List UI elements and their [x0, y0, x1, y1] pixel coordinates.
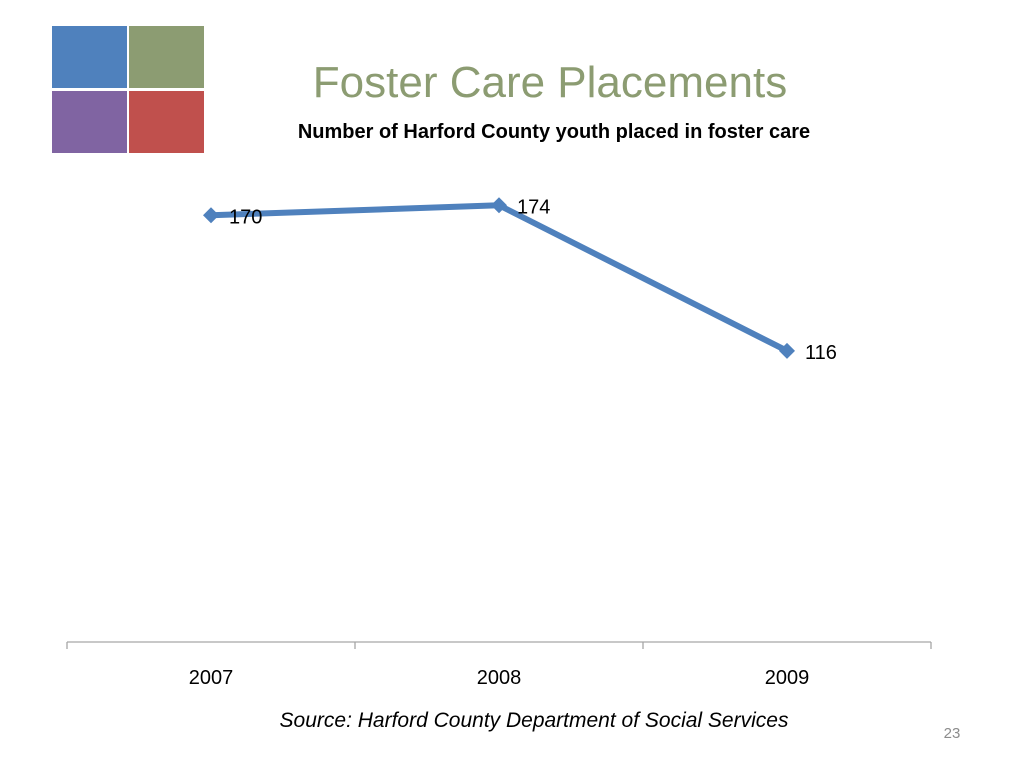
data-label-layer: 170 174 116 [229, 196, 837, 364]
data-label: 174 [517, 196, 550, 218]
logo-tile-green [129, 26, 204, 88]
series-line-layer [208, 202, 790, 354]
data-label: 170 [229, 206, 262, 228]
x-tick-label: 2009 [765, 667, 810, 689]
x-tick-label: 2007 [189, 667, 234, 689]
x-tick-label: 2008 [477, 667, 522, 689]
data-marker-layer [203, 197, 795, 359]
data-label: 116 [805, 342, 837, 364]
x-tick-label-layer: 2007 2008 2009 [189, 667, 810, 689]
x-axis [66, 641, 932, 649]
page-number: 23 [943, 725, 961, 742]
logo-tile-blue [52, 26, 127, 88]
data-point-marker [203, 207, 219, 224]
data-point-marker [491, 197, 507, 214]
source-note: Source: Harford County Department of Soc… [279, 709, 789, 732]
data-point-marker [779, 342, 795, 359]
slide-title: Foster Care Placements [312, 58, 788, 107]
logo-tile-purple [52, 91, 127, 153]
series-line [208, 202, 790, 354]
logo [52, 26, 204, 153]
chart-title: Number of Harford County youth placed in… [297, 121, 811, 143]
logo-tile-red [129, 91, 204, 153]
